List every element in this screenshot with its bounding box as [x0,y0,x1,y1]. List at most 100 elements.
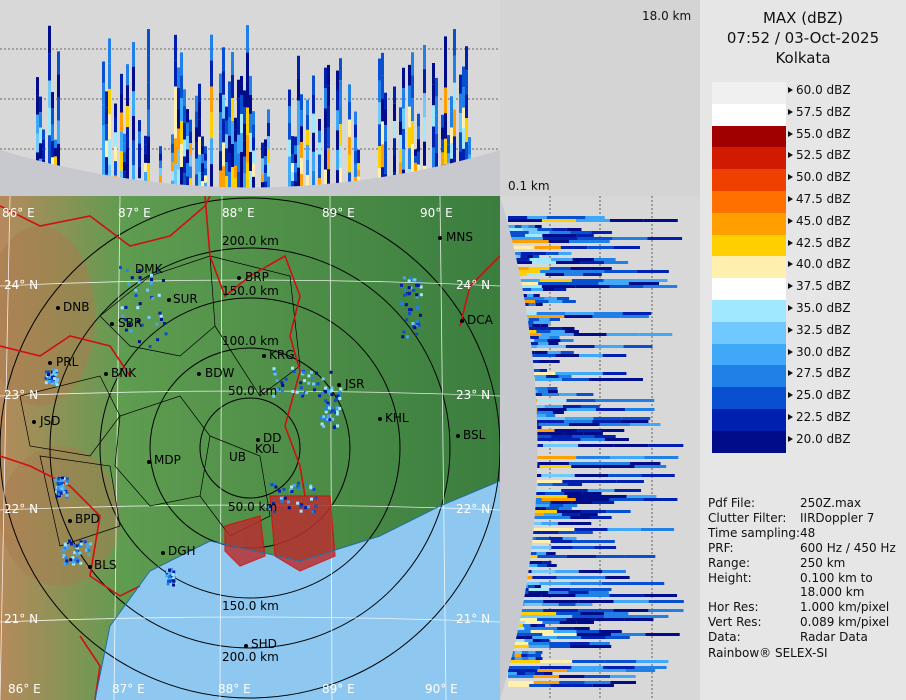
legend-tick [788,174,793,181]
north-south-section-panel [0,0,500,196]
info-value: IIRDoppler 7 [800,511,875,525]
lon-label-86-bottom: 86° E [8,682,41,696]
info-key: Range: [708,556,751,570]
station-label: KOL [255,442,279,456]
legend-tick [788,414,793,420]
legend-label: 22.5 dBZ [796,410,851,424]
info-value: 600 Hz / 450 Hz [800,541,896,555]
legend-swatch [712,82,786,105]
legend-label: 27.5 dBZ [796,366,851,381]
station-label: PRL [56,355,79,369]
legend-label: 20.0 dBZ [796,431,851,446]
info-value: 18.000 km [800,585,865,599]
station-marker [197,372,201,376]
station-label: DNB [63,300,90,314]
product-name: MAX (dBZ) [762,9,844,27]
station-marker [244,644,248,648]
station-marker [161,551,165,555]
legend-tick [788,239,793,246]
station-marker [337,383,341,387]
station-label: SHD [251,637,277,651]
lon-label-90-bottom: 90° E [425,682,458,696]
legend-tick [788,152,793,159]
station-marker [88,565,92,569]
lon-label-87-top: 87° E [118,206,151,220]
info-value: 1.000 km/pixel [800,600,890,614]
range-label-200-north: 200.0 km [222,234,279,248]
legend-swatch [712,300,786,323]
legend-label: 30.0 dBZ [796,344,851,359]
vendor-footer: Rainbow® SELEX-SI [708,646,828,660]
lon-label-90-top: 90° E [420,206,453,220]
legend-label: 55.0 dBZ [796,126,851,141]
station-marker [378,417,382,421]
legend-tick [788,435,793,442]
station-marker [147,460,151,464]
info-value: 0.100 km to [800,571,873,585]
station-marker [237,276,241,280]
lat-label-23-right: 23° N [456,388,491,402]
station-label: MDP [154,453,181,467]
legend-tick [788,326,793,333]
station-label: BDW [205,366,235,380]
side-section-plot [500,196,700,700]
legend-swatch [712,103,786,127]
station-label: DCA [467,313,493,327]
station-label: BNK [111,366,137,380]
range-label-50-north: 50.0 km [228,384,278,398]
lon-label-86-top: 86° E [2,206,35,220]
legend-swatch [712,278,786,301]
info-key: Data: [708,630,741,644]
station-marker [68,519,72,523]
product-datetime: 07:52 / 03-Oct-2025 [726,29,880,47]
station-marker [167,298,171,302]
info-key: Height: [708,571,752,585]
legend-swatch [712,409,786,432]
lon-label-88-top: 88° E [222,206,255,220]
range-label-100: 100.0 km [222,334,279,348]
info-key: Time sampling: [708,526,801,540]
legend-tick [788,305,793,311]
station-marker [104,372,108,376]
legend-swatch [712,430,786,454]
info-value: 0.089 km/pixel [800,615,890,629]
station-marker [56,306,60,310]
lat-label-22-left: 22° N [4,502,39,516]
station-label: DMK [135,262,163,276]
radar-site: Kolkata [775,49,831,67]
range-label-200-south: 200.0 km [222,650,279,664]
product-title: MAX (dBZ) 07:52 / 03-Oct-2025 Kolkata [700,8,906,68]
lat-label-24-left: 24° N [4,278,39,292]
legend-tick [788,261,793,268]
lon-label-89-bottom: 89° E [322,682,355,696]
station-label: UB [229,450,247,464]
legend-label: 57.5 dBZ [796,104,851,119]
station-label: DD [263,431,282,445]
side-height-label: 0.1 km [508,179,550,193]
legend-swatch [712,169,786,192]
station-label: DGH [168,544,196,558]
station-marker [256,438,260,442]
legend-tick [788,217,793,224]
station-marker [262,354,266,358]
range-label-150-south: 150.0 km [222,599,279,613]
legend-label: 32.5 dBZ [796,322,851,337]
station-marker [438,236,442,240]
lat-label-22-right: 22° N [456,502,491,516]
legend-swatch [712,321,786,345]
legend-label: 45.0 dBZ [796,213,851,228]
legend-label: 60.0 dBZ [796,83,851,97]
legend-tick [788,348,793,355]
lon-label-89-top: 89° E [322,206,355,220]
legend-tick [788,108,793,115]
legend-tick [788,87,793,93]
lon-label-87-bottom: 87° E [112,682,145,696]
info-value: 250 km [800,556,846,570]
legend-label: 35.0 dBZ [796,301,851,315]
legend-label: 47.5 dBZ [796,192,851,206]
info-key: Clutter Filter: [708,511,787,525]
station-label: MNS [446,230,473,244]
lon-label-88-bottom: 88° E [218,682,251,696]
legend-tick [788,283,793,290]
legend-tick [788,130,793,137]
